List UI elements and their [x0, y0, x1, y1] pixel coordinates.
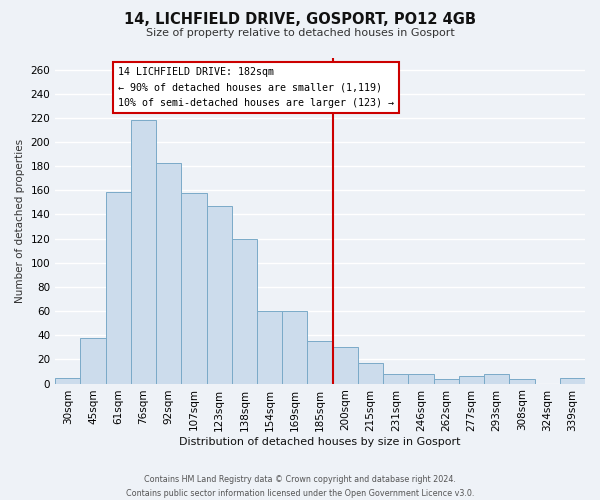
Y-axis label: Number of detached properties: Number of detached properties — [15, 138, 25, 302]
Text: Size of property relative to detached houses in Gosport: Size of property relative to detached ho… — [146, 28, 454, 38]
Bar — [232, 238, 257, 384]
Bar — [181, 193, 206, 384]
Bar — [459, 376, 484, 384]
Bar — [206, 206, 232, 384]
Bar — [80, 338, 106, 384]
Bar — [332, 348, 358, 384]
Bar — [409, 374, 434, 384]
Bar — [282, 311, 307, 384]
Text: 14, LICHFIELD DRIVE, GOSPORT, PO12 4GB: 14, LICHFIELD DRIVE, GOSPORT, PO12 4GB — [124, 12, 476, 28]
X-axis label: Distribution of detached houses by size in Gosport: Distribution of detached houses by size … — [179, 438, 461, 448]
Bar — [55, 378, 80, 384]
Bar — [257, 311, 282, 384]
Bar — [383, 374, 409, 384]
Bar — [509, 378, 535, 384]
Bar — [560, 378, 585, 384]
Bar — [358, 363, 383, 384]
Bar — [484, 374, 509, 384]
Bar — [434, 378, 459, 384]
Bar — [131, 120, 156, 384]
Text: 14 LICHFIELD DRIVE: 182sqm
← 90% of detached houses are smaller (1,119)
10% of s: 14 LICHFIELD DRIVE: 182sqm ← 90% of deta… — [118, 67, 394, 108]
Bar — [156, 162, 181, 384]
Text: Contains HM Land Registry data © Crown copyright and database right 2024.
Contai: Contains HM Land Registry data © Crown c… — [126, 476, 474, 498]
Bar — [106, 192, 131, 384]
Bar — [307, 342, 332, 384]
